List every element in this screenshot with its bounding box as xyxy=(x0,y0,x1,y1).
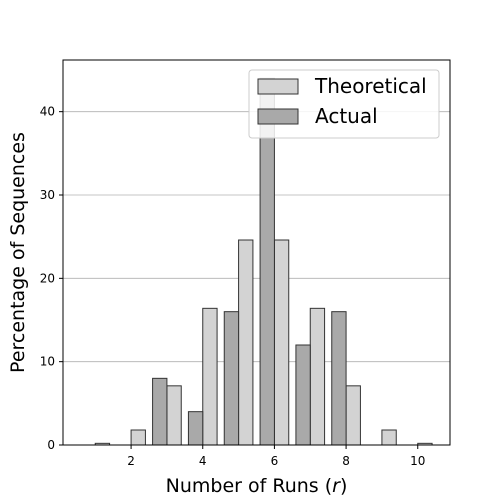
legend-swatch-actual xyxy=(257,108,299,125)
x-axis-label: Number of Runs (r) xyxy=(166,475,348,497)
bar-theoretical-9 xyxy=(381,429,397,446)
y-tick-label: 0 xyxy=(47,438,55,452)
bar-theoretical-5 xyxy=(238,239,254,446)
plot-frame xyxy=(62,59,451,446)
bar-theoretical-8 xyxy=(345,385,361,446)
bar-actual-5 xyxy=(223,311,240,446)
bar-actual-4 xyxy=(187,411,204,446)
x-tick-label: 4 xyxy=(199,454,207,468)
bar-actual-3 xyxy=(152,377,168,446)
bar-theoretical-6 xyxy=(273,239,290,446)
bar-theoretical-7 xyxy=(309,307,326,446)
bar-actual-8 xyxy=(331,311,347,446)
legend-swatch-theoretical xyxy=(257,78,299,95)
x-tick-label: 6 xyxy=(271,454,279,468)
y-tick-label: 40 xyxy=(40,105,55,119)
bar-theoretical-2 xyxy=(130,429,146,446)
y-tick-label: 30 xyxy=(40,188,55,202)
y-tick-label: 20 xyxy=(40,271,55,285)
grid-lines xyxy=(63,111,450,363)
legend: Theoretical Actual xyxy=(248,69,440,139)
x-axis-ticks: 2 4 6 8 10 xyxy=(127,445,425,468)
y-axis-label: Percentage of Sequences xyxy=(7,132,29,373)
x-tick-label: 2 xyxy=(127,454,135,468)
x-tick-label: 10 xyxy=(410,454,425,468)
bar-theoretical-3 xyxy=(166,385,182,446)
legend-label-actual: Actual xyxy=(315,104,378,128)
legend-label-theoretical: Theoretical xyxy=(314,74,427,98)
bars xyxy=(94,77,433,446)
y-axis-ticks: 0 10 20 30 40 xyxy=(40,105,63,452)
bar-theoretical-4 xyxy=(202,307,218,446)
bar-actual-7 xyxy=(295,344,311,446)
y-tick-label: 10 xyxy=(40,355,55,369)
x-tick-label: 8 xyxy=(342,454,350,468)
